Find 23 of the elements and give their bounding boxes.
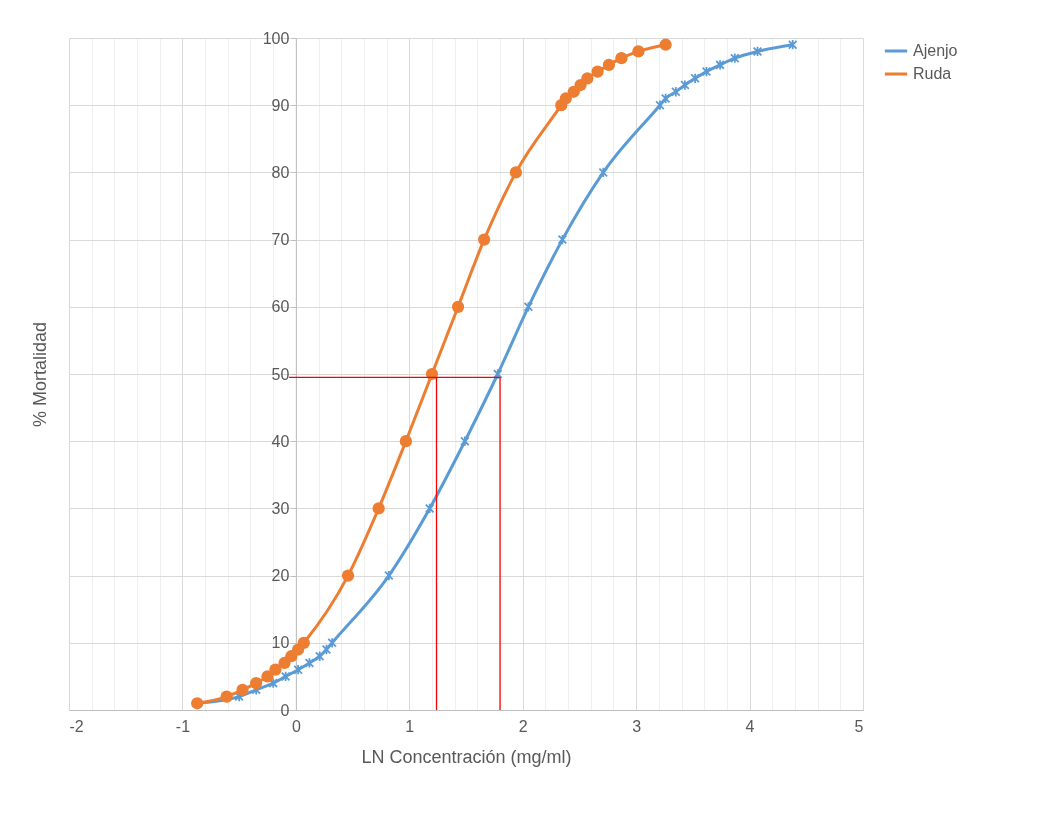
x-tick-label: -2 xyxy=(69,717,84,735)
x-tick-label: 5 xyxy=(854,717,864,735)
legend-label: Ajenjo xyxy=(913,42,958,59)
y-axis-title: % Mortalidad xyxy=(29,321,50,428)
y-tick-label: 40 xyxy=(271,432,290,450)
y-tick-label: 20 xyxy=(271,567,290,585)
y-tick-label: 30 xyxy=(271,499,290,517)
y-tick-label: 90 xyxy=(271,96,290,114)
y-tick-label: 100 xyxy=(262,29,290,47)
x-tick-label: 0 xyxy=(291,717,301,735)
x-axis-title: LN Concentración (mg/ml) xyxy=(361,746,572,767)
y-tick-label: 70 xyxy=(271,231,290,249)
y-tick-label: 60 xyxy=(271,298,290,316)
x-tick-label: 3 xyxy=(632,717,642,735)
y-tick-label: 80 xyxy=(271,163,290,181)
y-tick-label: 10 xyxy=(271,634,290,652)
legend-label: Ruda xyxy=(913,65,952,82)
y-tick-label: 50 xyxy=(271,365,290,383)
x-tick-label: 2 xyxy=(518,717,528,735)
x-tick-label: 4 xyxy=(745,717,755,735)
x-tick-label: 1 xyxy=(405,717,415,735)
y-tick-label: 0 xyxy=(280,701,290,719)
x-tick-label: -1 xyxy=(175,717,191,735)
